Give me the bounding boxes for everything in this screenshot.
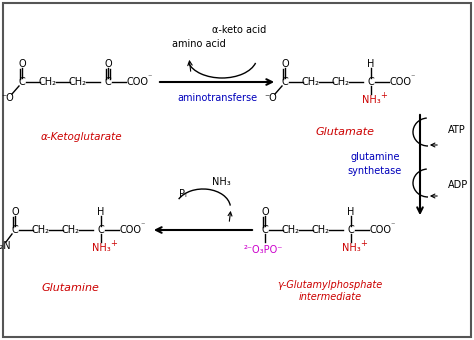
Text: Pᵢ: Pᵢ bbox=[179, 189, 187, 199]
Text: ⁻: ⁻ bbox=[148, 72, 152, 82]
Text: α-Ketoglutarate: α-Ketoglutarate bbox=[41, 132, 123, 142]
Text: γ-Glutamylphosphate: γ-Glutamylphosphate bbox=[277, 280, 383, 290]
Text: CH₂: CH₂ bbox=[332, 77, 350, 87]
Text: C: C bbox=[262, 225, 268, 235]
Text: ADP: ADP bbox=[448, 180, 468, 190]
Text: C: C bbox=[98, 225, 104, 235]
Text: ²⁻O₃PO⁻: ²⁻O₃PO⁻ bbox=[243, 245, 283, 255]
Text: +: + bbox=[361, 239, 367, 249]
Text: ⁻: ⁻ bbox=[391, 221, 395, 230]
Text: amino acid: amino acid bbox=[172, 39, 226, 49]
Text: C: C bbox=[12, 225, 18, 235]
Text: C: C bbox=[105, 77, 111, 87]
Text: ⁻O: ⁻O bbox=[264, 93, 277, 103]
Text: H: H bbox=[367, 59, 374, 69]
Text: O: O bbox=[281, 59, 289, 69]
Text: glutamine: glutamine bbox=[350, 152, 400, 162]
Text: CH₂: CH₂ bbox=[282, 225, 300, 235]
Text: COO: COO bbox=[120, 225, 142, 235]
Text: ATP: ATP bbox=[448, 125, 466, 135]
Text: ⁻O: ⁻O bbox=[1, 93, 14, 103]
Text: O: O bbox=[11, 207, 19, 217]
Text: ⁻: ⁻ bbox=[141, 221, 145, 230]
Text: C: C bbox=[18, 77, 26, 87]
Text: α-keto acid: α-keto acid bbox=[212, 25, 266, 35]
Text: +: + bbox=[110, 239, 118, 249]
Text: Glutamate: Glutamate bbox=[316, 127, 374, 137]
Text: H: H bbox=[97, 207, 105, 217]
Text: ⁻: ⁻ bbox=[411, 72, 415, 82]
Text: CH₂: CH₂ bbox=[69, 77, 87, 87]
Text: synthetase: synthetase bbox=[348, 166, 402, 176]
Text: C: C bbox=[282, 77, 288, 87]
Text: NH₃: NH₃ bbox=[362, 95, 380, 105]
Text: O: O bbox=[104, 59, 112, 69]
Text: COO: COO bbox=[390, 77, 412, 87]
Text: NH₃: NH₃ bbox=[342, 243, 360, 253]
Text: H: H bbox=[347, 207, 355, 217]
Text: CH₂: CH₂ bbox=[302, 77, 320, 87]
Text: CH₂: CH₂ bbox=[32, 225, 50, 235]
Text: C: C bbox=[368, 77, 374, 87]
Text: Glutamine: Glutamine bbox=[41, 283, 99, 293]
Text: CH₂: CH₂ bbox=[312, 225, 330, 235]
Text: aminotransferse: aminotransferse bbox=[177, 93, 257, 103]
Text: COO: COO bbox=[127, 77, 149, 87]
Text: CH₂: CH₂ bbox=[39, 77, 57, 87]
Text: O: O bbox=[261, 207, 269, 217]
Text: COO: COO bbox=[370, 225, 392, 235]
Text: H₂N: H₂N bbox=[0, 241, 10, 251]
Text: C: C bbox=[347, 225, 355, 235]
Text: NH₃: NH₃ bbox=[211, 177, 230, 187]
Text: NH₃: NH₃ bbox=[91, 243, 110, 253]
Text: O: O bbox=[18, 59, 26, 69]
Text: intermediate: intermediate bbox=[299, 292, 362, 302]
Text: CH₂: CH₂ bbox=[62, 225, 80, 235]
Text: +: + bbox=[381, 91, 387, 101]
